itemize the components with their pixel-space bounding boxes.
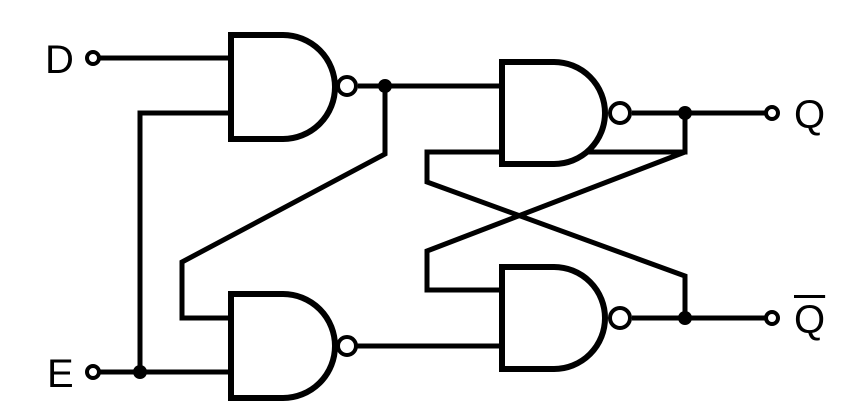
nand-gate-3: [499, 59, 632, 167]
wire-q-feedback: [424, 113, 688, 318]
inversion-bubble: [608, 306, 632, 330]
inversion-bubble: [608, 101, 632, 125]
nand-gate-1: [228, 32, 358, 142]
label-q: Q: [794, 93, 826, 137]
junction-gate1-output: [378, 79, 392, 93]
junctions: [133, 79, 692, 379]
junction-q: [678, 106, 692, 120]
terminal-q: [764, 105, 780, 121]
wire-gate1-to-gate2: [179, 86, 388, 321]
terminals: [85, 50, 780, 380]
inversion-bubble: [336, 75, 358, 97]
wire-qbar-feedback: [424, 149, 686, 293]
junction-e: [133, 365, 147, 379]
terminal-d: [85, 50, 101, 66]
wire-e-to-gate1: [137, 110, 229, 372]
label-e: E: [47, 352, 74, 396]
label-q-bar: Q: [794, 298, 826, 342]
junction-qbar: [678, 311, 692, 325]
nand-gate-4: [499, 264, 632, 372]
label-d: D: [45, 38, 74, 82]
inversion-bubble: [336, 335, 358, 357]
terminal-e: [85, 364, 101, 380]
terminal-qbar: [764, 310, 780, 326]
nand-gate-2: [228, 291, 358, 401]
wires: [99, 55, 765, 375]
